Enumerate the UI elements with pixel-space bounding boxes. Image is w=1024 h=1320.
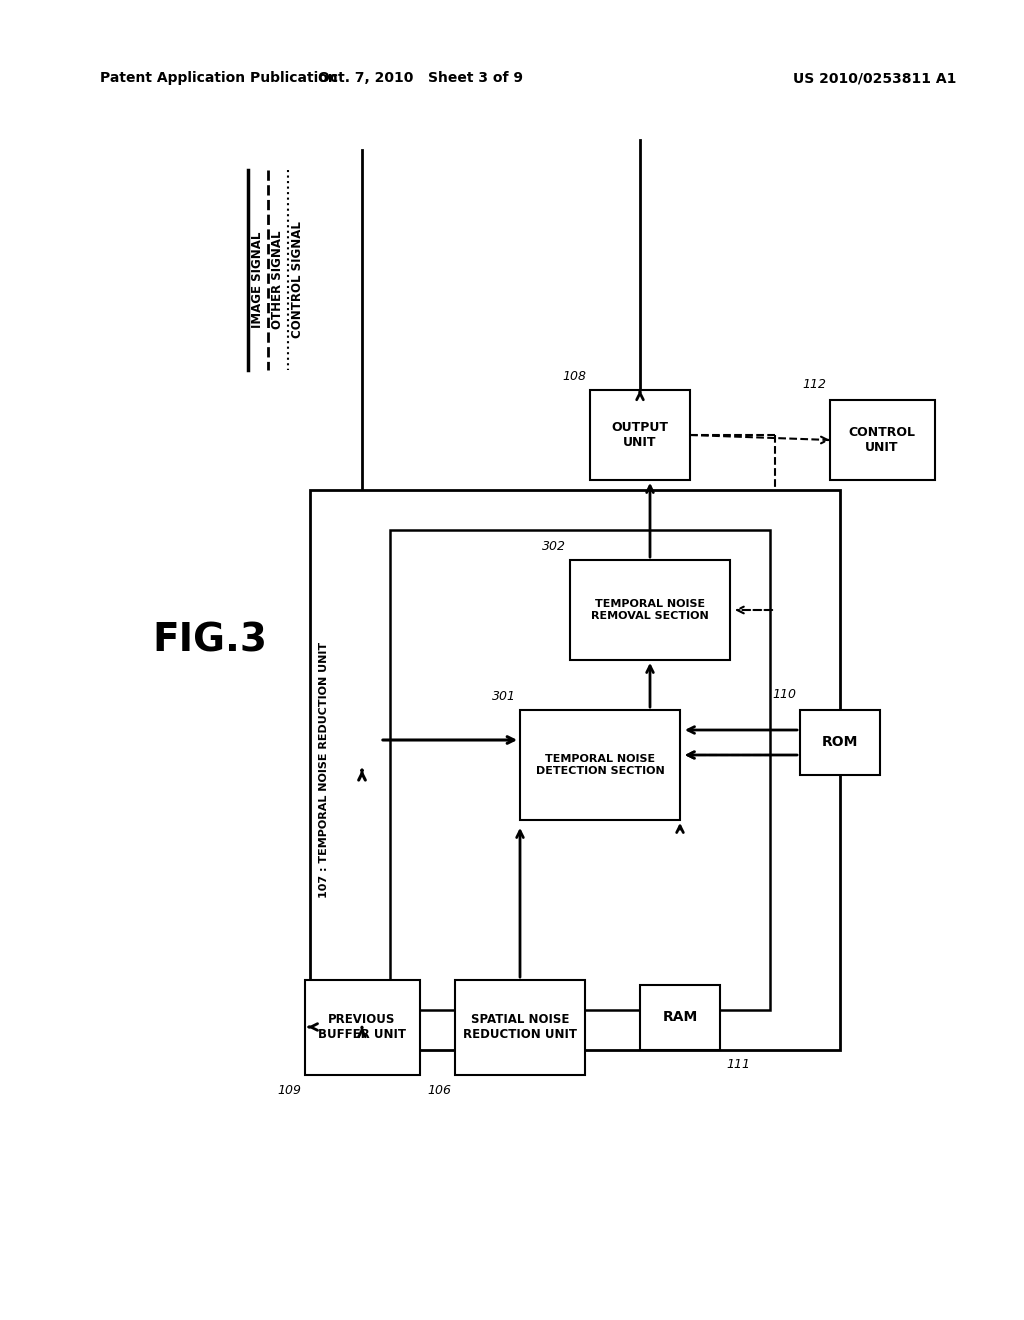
Text: SPATIAL NOISE
REDUCTION UNIT: SPATIAL NOISE REDUCTION UNIT [463,1012,577,1041]
Bar [390,531,770,1010]
Text: ROM: ROM [822,735,858,748]
Bar [640,985,720,1049]
Text: CONTROL
UNIT: CONTROL UNIT [849,426,915,454]
Text: 112: 112 [802,378,826,391]
Text: PREVIOUS
BUFFER UNIT: PREVIOUS BUFFER UNIT [318,1012,406,1041]
Text: US 2010/0253811 A1: US 2010/0253811 A1 [794,71,956,84]
Bar [800,710,880,775]
Text: OUTPUT
UNIT: OUTPUT UNIT [611,421,669,449]
Text: IMAGE SIGNAL: IMAGE SIGNAL [251,232,264,329]
Text: 109: 109 [278,1085,301,1097]
Text: TEMPORAL NOISE
REMOVAL SECTION: TEMPORAL NOISE REMOVAL SECTION [591,599,709,620]
Text: Patent Application Publication: Patent Application Publication [100,71,338,84]
Text: 108: 108 [562,370,586,383]
Bar [830,400,935,480]
Bar [590,389,690,480]
Text: 111: 111 [726,1057,750,1071]
Text: TEMPORAL NOISE
DETECTION SECTION: TEMPORAL NOISE DETECTION SECTION [536,754,665,776]
Bar [520,710,680,820]
Text: 106: 106 [427,1085,451,1097]
Text: FIG.3: FIG.3 [152,620,267,659]
Text: OTHER SIGNAL: OTHER SIGNAL [271,231,284,329]
Text: CONTROL SIGNAL: CONTROL SIGNAL [291,222,304,338]
Text: Oct. 7, 2010   Sheet 3 of 9: Oct. 7, 2010 Sheet 3 of 9 [317,71,522,84]
Bar [310,490,840,1049]
Bar [570,560,730,660]
Text: RAM: RAM [663,1010,697,1024]
Text: 107 : TEMPORAL NOISE REDUCTION UNIT: 107 : TEMPORAL NOISE REDUCTION UNIT [319,642,329,898]
Bar [455,979,585,1074]
Text: 302: 302 [542,540,566,553]
Bar [305,979,420,1074]
Text: 301: 301 [492,689,516,702]
Text: 110: 110 [772,688,796,701]
